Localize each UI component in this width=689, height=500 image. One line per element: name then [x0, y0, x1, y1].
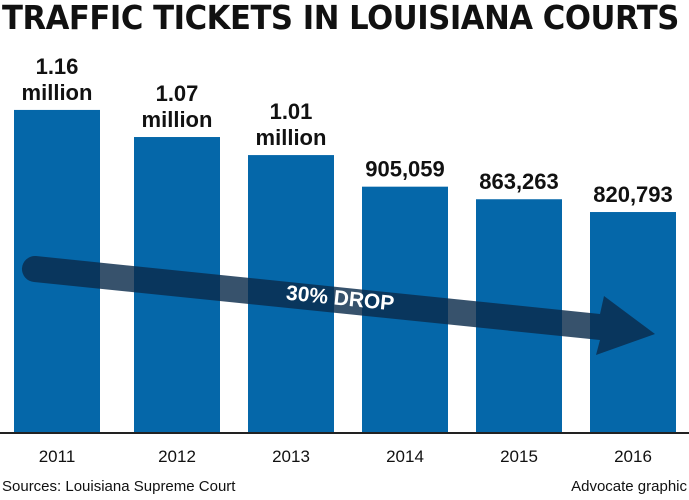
- data-label: 1.16: [36, 54, 79, 79]
- x-tick-label: 2016: [614, 447, 652, 466]
- data-label: 863,263: [479, 169, 559, 194]
- data-label: 1.01: [270, 99, 313, 124]
- drop-arrow: [21, 255, 655, 355]
- data-label: million: [256, 125, 327, 150]
- x-tick-label: 2011: [39, 447, 76, 466]
- data-label: million: [22, 80, 93, 105]
- x-tick-label: 2012: [158, 447, 196, 466]
- x-tick-label: 2014: [386, 447, 424, 466]
- data-label: 820,793: [593, 182, 673, 207]
- x-tick-label: 2013: [272, 447, 310, 466]
- credit-note: Advocate graphic: [571, 478, 687, 495]
- source-note: Sources: Louisiana Supreme Court: [2, 478, 236, 495]
- data-label: 1.07: [156, 81, 199, 106]
- data-label: 905,059: [365, 157, 445, 182]
- x-tick-label: 2015: [500, 447, 538, 466]
- chart-title: TRAFFIC TICKETS IN LOUISIANA COURTS: [2, 0, 679, 37]
- data-label: million: [142, 107, 213, 132]
